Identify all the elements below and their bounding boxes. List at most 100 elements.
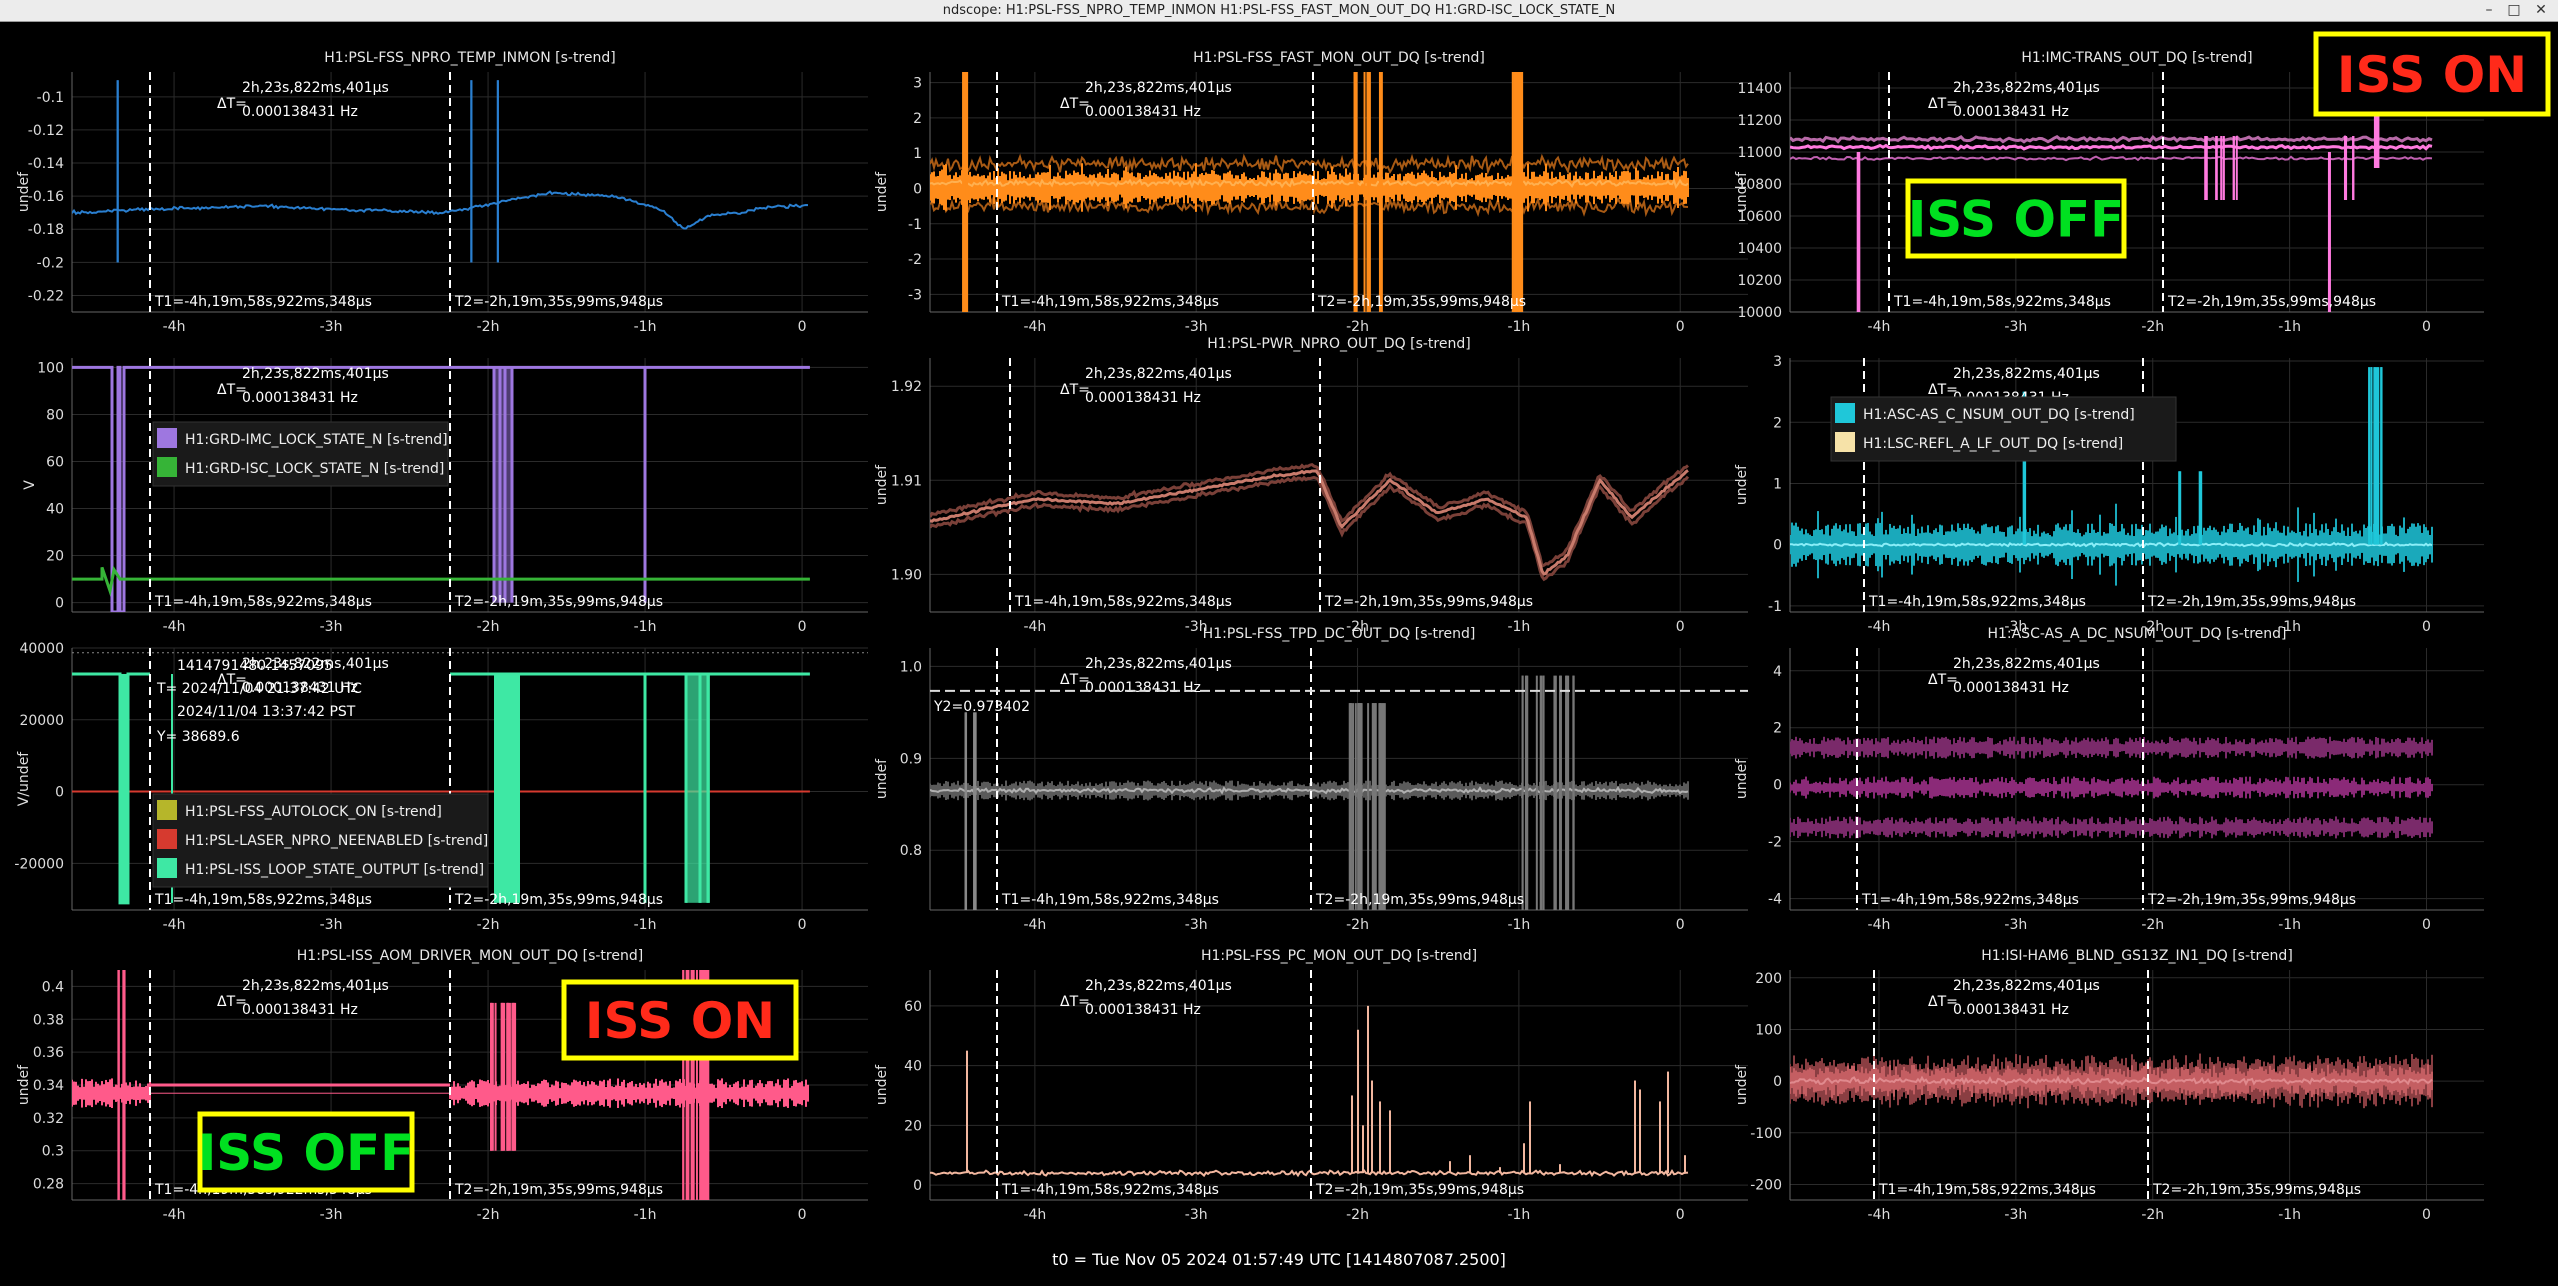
x-tick-label: -2h xyxy=(1346,917,1369,933)
y-tick-label: 0 xyxy=(1773,538,1782,554)
y-axis-label: undef xyxy=(874,464,890,505)
plot-grid[interactable]: -4h -3h -2h -1h 0 -0.1 -0.12 -0.14 -0.16 -0.18 -0.… xyxy=(0,22,2558,1262)
legend-swatch xyxy=(157,829,177,849)
y-tick-label: 10600 xyxy=(1737,209,1782,225)
x-tick-label: -2h xyxy=(1346,319,1369,335)
delta-frequency: 0.000138431 Hz xyxy=(1085,104,1201,120)
t0-footer: t0 = Tue Nov 05 2024 01:57:49 UTC [14148… xyxy=(1052,1250,1506,1269)
delta-t-label: ΔT= xyxy=(1060,994,1090,1010)
delta-frequency: 0.000138431 Hz xyxy=(1953,104,2069,120)
close-button[interactable]: ✕ xyxy=(2535,2,2547,18)
x-tick-label: 0 xyxy=(1676,917,1685,933)
delta-frequency: 0.000138431 Hz xyxy=(242,390,358,406)
y-tick-label: -20000 xyxy=(14,856,64,872)
window-titlebar: ndscope: H1:PSL-FSS_NPRO_TEMP_INMON H1:P… xyxy=(0,0,2558,22)
delta-t-label: ΔT= xyxy=(1060,96,1090,112)
plot-p43[interactable]: -4h -3h -2h -1h 0 200 100 0 -100 -200 undef H1:ISI-… xyxy=(1734,948,2484,1223)
legend-swatch xyxy=(157,858,177,878)
plot-title: H1:PSL-FSS_TPD_DC_OUT_DQ [s-trend] xyxy=(1203,626,1476,642)
readout-local: 2024/11/04 13:37:42 PST xyxy=(177,704,356,720)
x-tick-label: -1h xyxy=(634,1207,657,1223)
x-tick-label: -3h xyxy=(1185,619,1208,635)
delta-time: 2h,23s,822ms,401µs xyxy=(242,656,389,672)
delta-frequency: 0.000138431 Hz xyxy=(1085,680,1201,696)
x-tick-label: -3h xyxy=(320,619,343,635)
y-tick-label: 1 xyxy=(913,146,922,162)
plot-p42[interactable]: -4h -3h -2h -1h 0 60 40 20 0 undef H1:PSL-FSS_PC_M… xyxy=(874,948,1748,1223)
plot-p21[interactable]: -4h -3h -2h -1h 0 100 80 60 40 20 0 V T1=-4h,19m,58s… xyxy=(22,358,868,635)
plot-p12[interactable]: -4h -3h -2h -1h 0 3 2 1 0 -1 -2 -3 undef H1:PSL-FSS_F… xyxy=(874,50,1748,335)
iss-off-callout-bottom: ISS OFF xyxy=(197,1111,415,1193)
y-tick-label: 40 xyxy=(46,502,64,518)
delta-frequency: 0.000138431 Hz xyxy=(1085,390,1201,406)
legend-swatch xyxy=(157,800,177,820)
x-tick-label: -2h xyxy=(2141,1207,2164,1223)
y-tick-label: -0.12 xyxy=(28,123,64,139)
legend-swatch xyxy=(157,457,177,477)
plot-p13[interactable]: -4h -3h -2h -1h 0 11400 11200 11000 10800 10600 10… xyxy=(1734,50,2484,335)
y-tick-label: 20000 xyxy=(19,713,64,729)
y-tick-label: 40000 xyxy=(19,641,64,657)
y2-cursor-label: Y2=0.973402 xyxy=(933,699,1030,715)
plot-p23[interactable]: -4h -3h -2h -1h 0 3 2 1 0 -1 undef T1=-4h,19m,58s,9… xyxy=(1734,354,2484,635)
series-isc-lock xyxy=(72,565,810,597)
cursor-t2-label: T2=-2h,19m,35s,99ms,948µs xyxy=(1315,1182,1524,1198)
x-tick-label: -4h xyxy=(1868,1207,1891,1223)
series-min xyxy=(930,195,1689,218)
window-title: ndscope: H1:PSL-FSS_NPRO_TEMP_INMON H1:P… xyxy=(942,3,1616,18)
iss-off-callout-top: ISS OFF xyxy=(1905,178,2127,259)
legend-swatch xyxy=(1835,432,1855,452)
x-tick-label: -1h xyxy=(2278,1207,2301,1223)
y-tick-label: 2 xyxy=(1773,721,1782,737)
y-tick-label: 100 xyxy=(1755,1022,1782,1038)
plot-p32[interactable]: -4h -3h -2h -1h 0 1.0 0.9 0.8 undef H1:PSL-FSS_TP… xyxy=(874,626,1748,933)
y-axis-label: undef xyxy=(1734,464,1750,505)
delta-time: 2h,23s,822ms,401µs xyxy=(1953,656,2100,672)
delta-t-label: ΔT= xyxy=(217,382,247,398)
legend-box xyxy=(152,793,489,888)
iss-off-callout-top-box xyxy=(1905,178,2127,259)
plot-title: H1:PSL-PWR_NPRO_OUT_DQ [s-trend] xyxy=(1207,336,1470,352)
y-tick-label: -200 xyxy=(1750,1177,1782,1193)
data-layer xyxy=(1790,1053,2433,1109)
cursor-t1-label: T1=-4h,19m,58s,922ms,348µs xyxy=(1001,1182,1219,1198)
iss-off-callout-bottom-box xyxy=(197,1111,415,1193)
imc-dropout-block xyxy=(494,367,512,603)
x-tick-label: 0 xyxy=(798,917,807,933)
readout-utc: T= 2024/11/04 21:37:42 UTC xyxy=(156,681,362,697)
x-tick-label: 0 xyxy=(2422,619,2431,635)
delta-t-label: ΔT= xyxy=(1928,382,1958,398)
y-tick-label: 20 xyxy=(46,549,64,565)
legend-box xyxy=(152,421,449,487)
data-layer xyxy=(1790,104,2433,312)
y-tick-label: 4 xyxy=(1773,664,1782,680)
delta-t-label: ΔT= xyxy=(1060,382,1090,398)
plot-p31[interactable]: -4h -3h -2h -1h 0 40000 20000 0 -20000 V/undef T1=… xyxy=(14,641,868,933)
plot-p22[interactable]: -4h -3h -2h -1h 0 1.92 1.91 1.90 undef H1:PSL-PWR… xyxy=(874,336,1748,635)
y-tick-label: 3 xyxy=(1773,354,1782,370)
minimize-button[interactable]: – xyxy=(2485,2,2493,18)
cursor-t2-label: T2=-2h,19m,35s,99ms,948µs xyxy=(2147,892,2356,908)
delta-t-label: ΔT= xyxy=(217,96,247,112)
y-tick-label: 10200 xyxy=(1737,273,1782,289)
y-tick-label: 10000 xyxy=(1737,305,1782,321)
iss-off-callout-top-text: ISS OFF xyxy=(1908,191,2125,249)
plot-p33[interactable]: -4h -3h -2h -1h 0 4 2 0 -2 -4 undef H1:ASC-AS_A_DC_… xyxy=(1734,626,2484,933)
delta-time: 2h,23s,822ms,401µs xyxy=(1085,656,1232,672)
maximize-button[interactable]: □ xyxy=(2507,2,2521,18)
iss-on-callout-top-box xyxy=(2313,31,2551,117)
data-layer xyxy=(1790,736,2433,839)
x-tick-label: -3h xyxy=(1185,1207,1208,1223)
y-tick-label: 60 xyxy=(46,454,64,470)
cursor-t2-label: T2=-2h,19m,35s,99ms,948µs xyxy=(2167,294,2376,310)
series-mean xyxy=(1790,541,2433,548)
y-tick-label: 1.90 xyxy=(891,567,922,583)
plot-p11[interactable]: -4h -3h -2h -1h 0 -0.1 -0.12 -0.14 -0.16 -0.18 -0.… xyxy=(16,50,868,335)
x-tick-label: 0 xyxy=(798,619,807,635)
legend-box xyxy=(1830,396,2177,462)
legend-entry: H1:ASC-AS_C_NSUM_OUT_DQ [s-trend] xyxy=(1863,407,2135,423)
y-axis-label: undef xyxy=(874,171,890,212)
y-axis-label: undef xyxy=(874,1064,890,1105)
cursor-t1-label: T1=-4h,19m,58s,922ms,348µs xyxy=(1878,1182,2096,1198)
data-layer xyxy=(930,462,1690,582)
